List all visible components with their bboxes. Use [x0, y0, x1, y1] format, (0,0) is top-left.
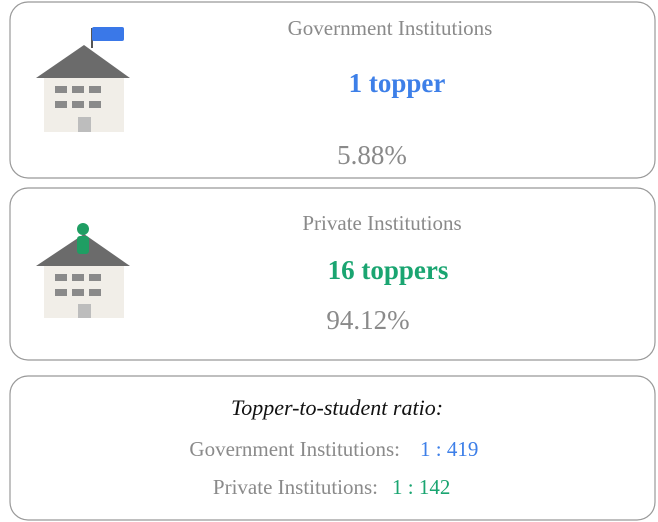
- ratio-card: [9, 375, 656, 521]
- private-icon: [36, 223, 130, 318]
- card-share: 5.88%: [337, 140, 407, 170]
- card-title: Private Institutions: [302, 211, 461, 235]
- card-count: 1 topper: [349, 68, 446, 98]
- ratio-value: 1 : 142: [392, 475, 450, 499]
- ratio-label: Private Institutions:: [213, 475, 378, 499]
- ratio-heading: Topper-to-student ratio:: [231, 395, 443, 420]
- card-share: 94.12%: [326, 305, 409, 335]
- card: [9, 1, 656, 179]
- government-icon: [36, 27, 130, 132]
- card-count: 16 toppers: [328, 255, 449, 285]
- ratio-label: Government Institutions:: [189, 437, 400, 461]
- card-title: Government Institutions: [288, 16, 493, 40]
- ratio-value: 1 : 419: [420, 437, 478, 461]
- card: [9, 187, 656, 361]
